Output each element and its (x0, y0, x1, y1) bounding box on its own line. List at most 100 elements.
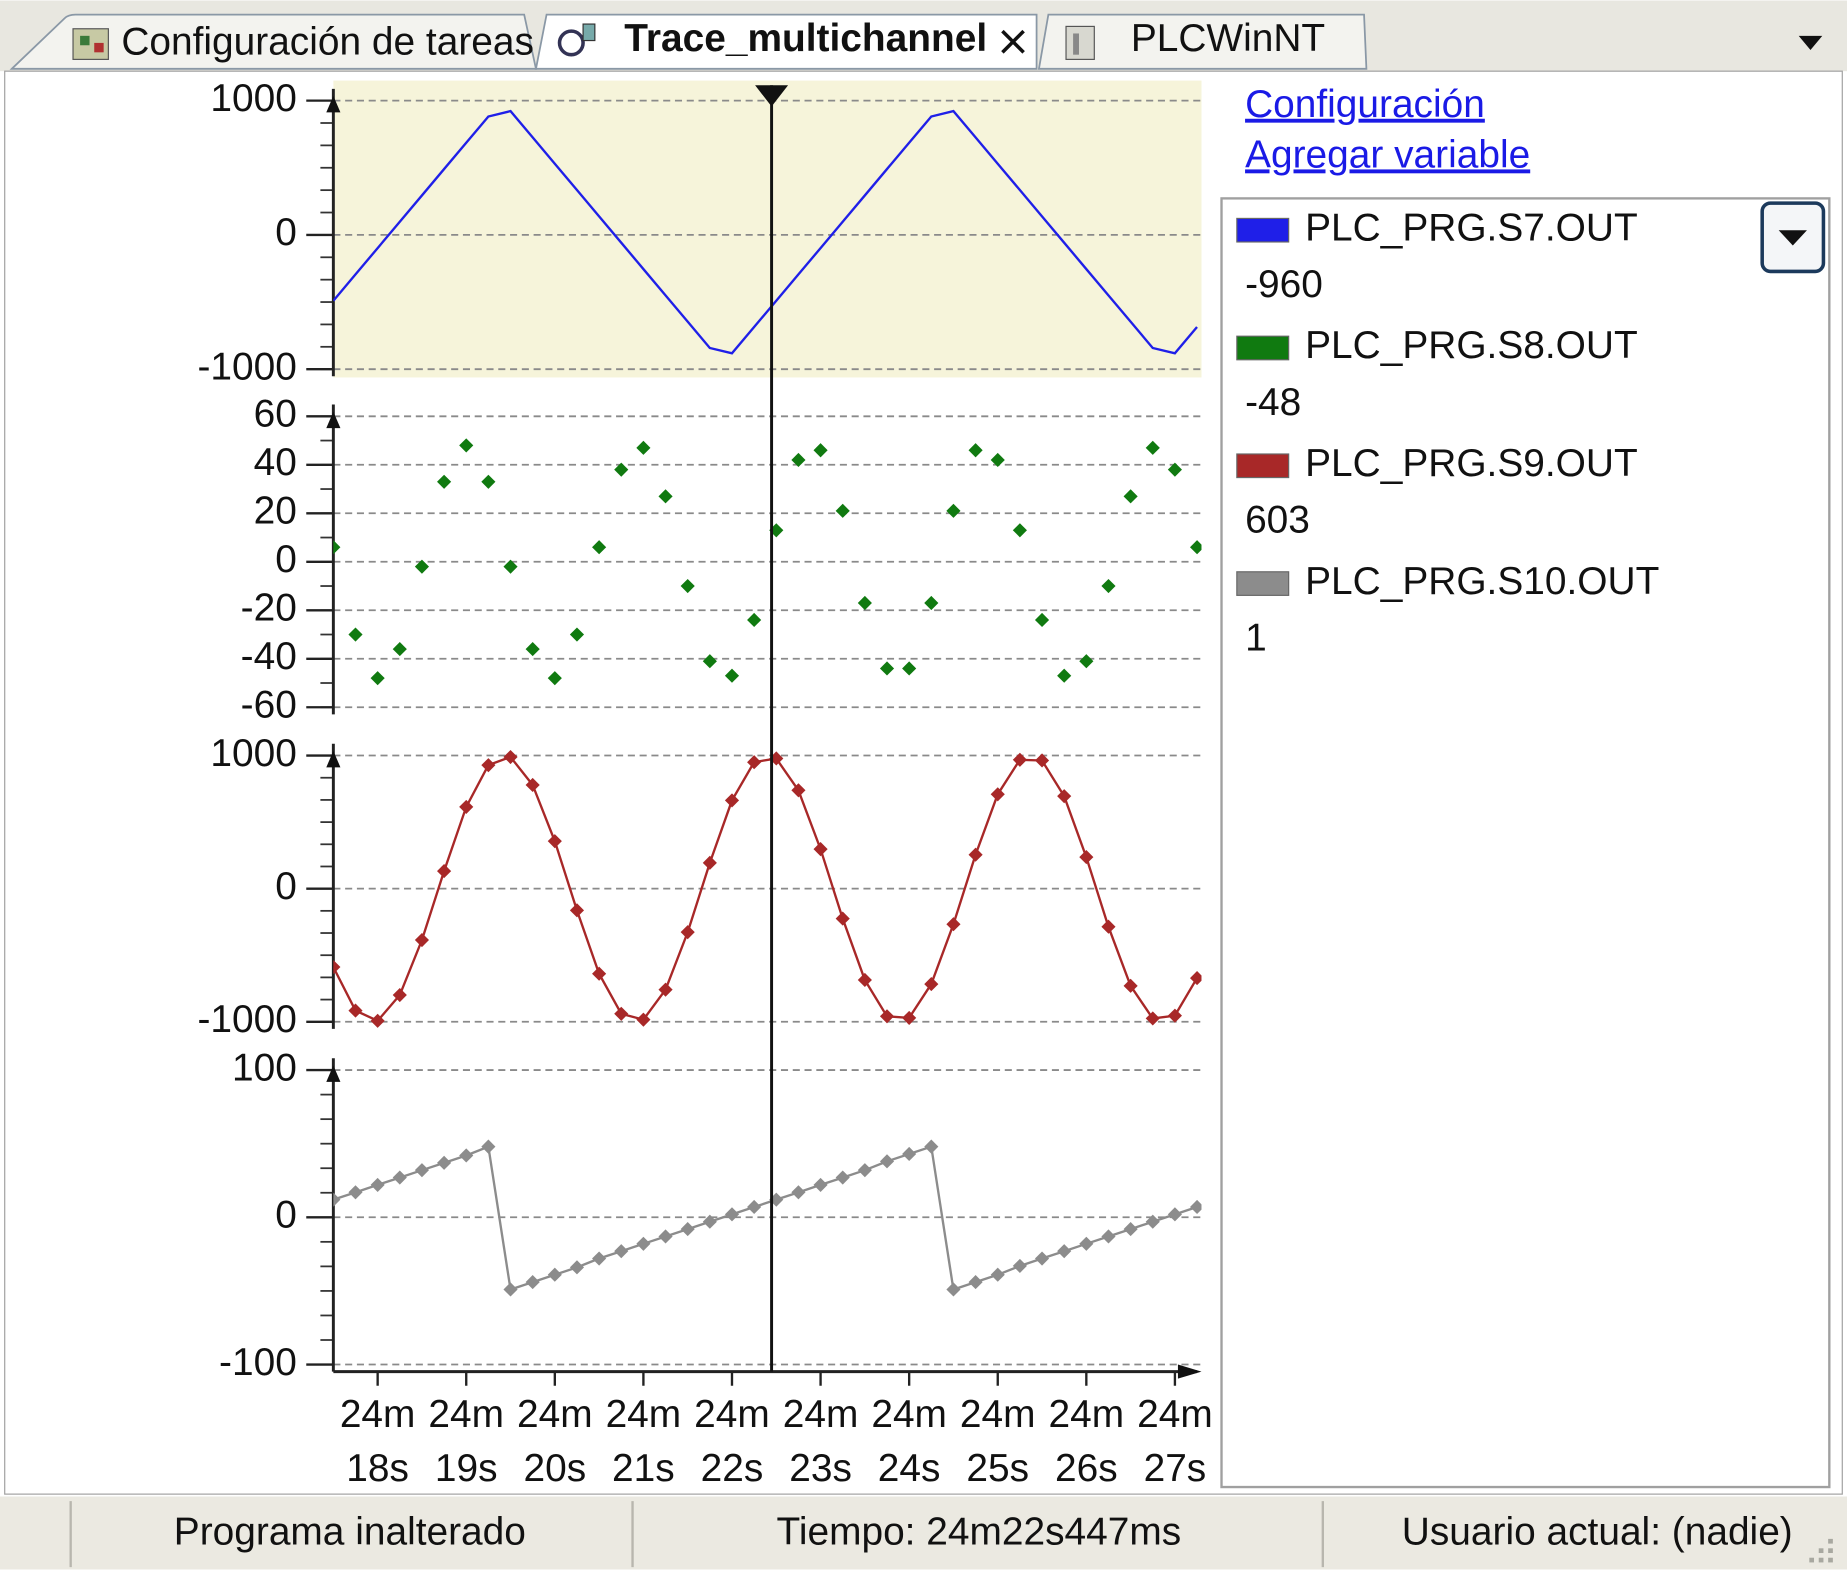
series-marker (946, 503, 961, 518)
series-line (333, 755, 1199, 1023)
series-marker (879, 1009, 895, 1024)
series-marker (879, 1154, 895, 1169)
resize-grip (1809, 1538, 1833, 1563)
legend-value: 1 (1245, 616, 1267, 659)
series-marker (614, 1244, 629, 1259)
y-axis-arrow (326, 750, 341, 768)
tab[interactable] (534, 13, 1038, 70)
plot-background (333, 80, 1202, 378)
x-tick-label-box: 24m 26s (1048, 1391, 1125, 1490)
y-tick-label: -1000 (197, 998, 296, 1041)
x-tick-label-box: 24m 24s (871, 1392, 947, 1490)
series-marker (547, 834, 562, 849)
legend-swatch (1236, 335, 1290, 361)
series-marker (1123, 978, 1138, 993)
series-marker (968, 443, 983, 458)
x-tick-label: 24m 20s (516, 1391, 593, 1490)
legend-name: PLC_PRG.S10.OUT (1305, 560, 1659, 603)
x-tick-label: 24m 22s (694, 1391, 770, 1490)
series-marker (1123, 1222, 1138, 1237)
series-marker (702, 1214, 717, 1229)
cursor-handle (755, 85, 789, 107)
series-marker (503, 749, 518, 765)
y-tick-label: 0 (275, 865, 297, 908)
series-marker (333, 1192, 341, 1207)
series-marker (1101, 578, 1116, 594)
series-marker (414, 932, 430, 948)
series-marker (1145, 1011, 1160, 1026)
link[interactable]: Configuración (1245, 83, 1485, 126)
status-text: Usuario actual: (nadie) (1402, 1510, 1793, 1553)
series-marker (392, 641, 407, 657)
legend-swatch (1236, 217, 1290, 243)
series-marker (370, 1177, 385, 1192)
series-marker (1123, 489, 1138, 504)
series-marker (791, 452, 806, 468)
series-marker (525, 1275, 540, 1290)
close-tab-button[interactable] (1001, 29, 1025, 54)
series-marker (592, 966, 607, 981)
series-marker (1034, 753, 1050, 768)
series-line (333, 1144, 1198, 1292)
series-marker (1101, 919, 1116, 934)
y-tick-label: -40 (241, 635, 297, 678)
series-marker (680, 925, 695, 940)
x-tick-label: 24m 18s (339, 1391, 416, 1490)
series-marker (791, 1185, 806, 1200)
tab-list-button[interactable] (1798, 35, 1823, 50)
series-marker (333, 959, 341, 975)
series-marker (857, 972, 872, 988)
series-marker (481, 758, 496, 773)
link[interactable]: Agregar variable (1245, 133, 1530, 176)
x-tick-label: 24m 21s (605, 1391, 682, 1490)
series-marker (835, 1170, 850, 1185)
x-tick-label: 24m 27s (1137, 1391, 1213, 1490)
series-marker (680, 578, 695, 594)
tab-label[interactable]: Trace_multichannel (624, 17, 987, 60)
series-group (333, 109, 1198, 355)
series-marker (724, 1207, 740, 1222)
x-tick-label: 24m 26s (1048, 1391, 1125, 1490)
series-marker (1057, 1244, 1072, 1259)
y-tick-label: 100 (232, 1046, 297, 1089)
series-marker (724, 793, 740, 808)
series-marker (592, 1251, 607, 1266)
series-marker (1189, 971, 1202, 986)
y-axis-arrow (326, 1065, 341, 1082)
series-marker (835, 911, 850, 926)
series-marker (569, 627, 585, 642)
series-marker (813, 443, 828, 458)
tab-icon (72, 28, 109, 60)
x-tick-label-box: 24m 18s (339, 1391, 416, 1490)
series-marker (1034, 612, 1050, 628)
series-marker (968, 847, 983, 862)
series-marker (658, 1229, 673, 1244)
status-text: Tiempo: 24m22s447ms (777, 1510, 1182, 1553)
series-marker (459, 1148, 474, 1163)
tab[interactable] (1037, 13, 1368, 70)
variable-dropdown[interactable] (1760, 201, 1826, 274)
series-marker (702, 855, 717, 870)
series-marker (392, 987, 407, 1003)
legend-value: -960 (1245, 263, 1323, 306)
series-marker (747, 755, 762, 770)
series-marker (333, 540, 341, 555)
y-axis-arrow (326, 411, 341, 429)
tab[interactable] (9, 13, 538, 70)
series-marker (1057, 789, 1072, 804)
x-tick-label: 24m 23s (782, 1391, 859, 1490)
series-group (333, 438, 1202, 686)
tab-label[interactable]: Configuración de tareas (121, 20, 534, 63)
variable-list (1220, 197, 1831, 1489)
series-marker (348, 627, 363, 642)
series-marker (370, 1013, 385, 1028)
series-marker (1189, 540, 1202, 555)
x-tick-label-box: 24m 25s (960, 1392, 1036, 1490)
y-tick-label: -1000 (197, 345, 296, 388)
series-marker (414, 559, 430, 574)
tab-label[interactable]: PLCWinNT (1131, 17, 1325, 60)
series-marker (1079, 850, 1094, 865)
series-marker (1101, 1229, 1116, 1244)
